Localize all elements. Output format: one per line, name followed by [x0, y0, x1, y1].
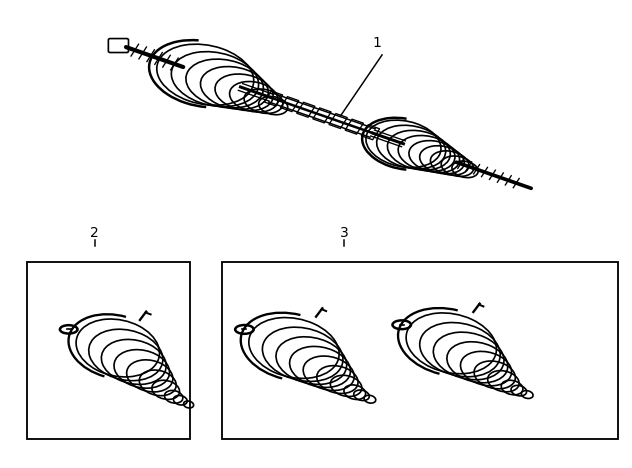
- Bar: [222, 262, 618, 439]
- Text: 2: 2: [90, 226, 99, 240]
- Text: 3: 3: [340, 226, 349, 240]
- Bar: [27, 262, 190, 439]
- Text: 1: 1: [373, 36, 382, 50]
